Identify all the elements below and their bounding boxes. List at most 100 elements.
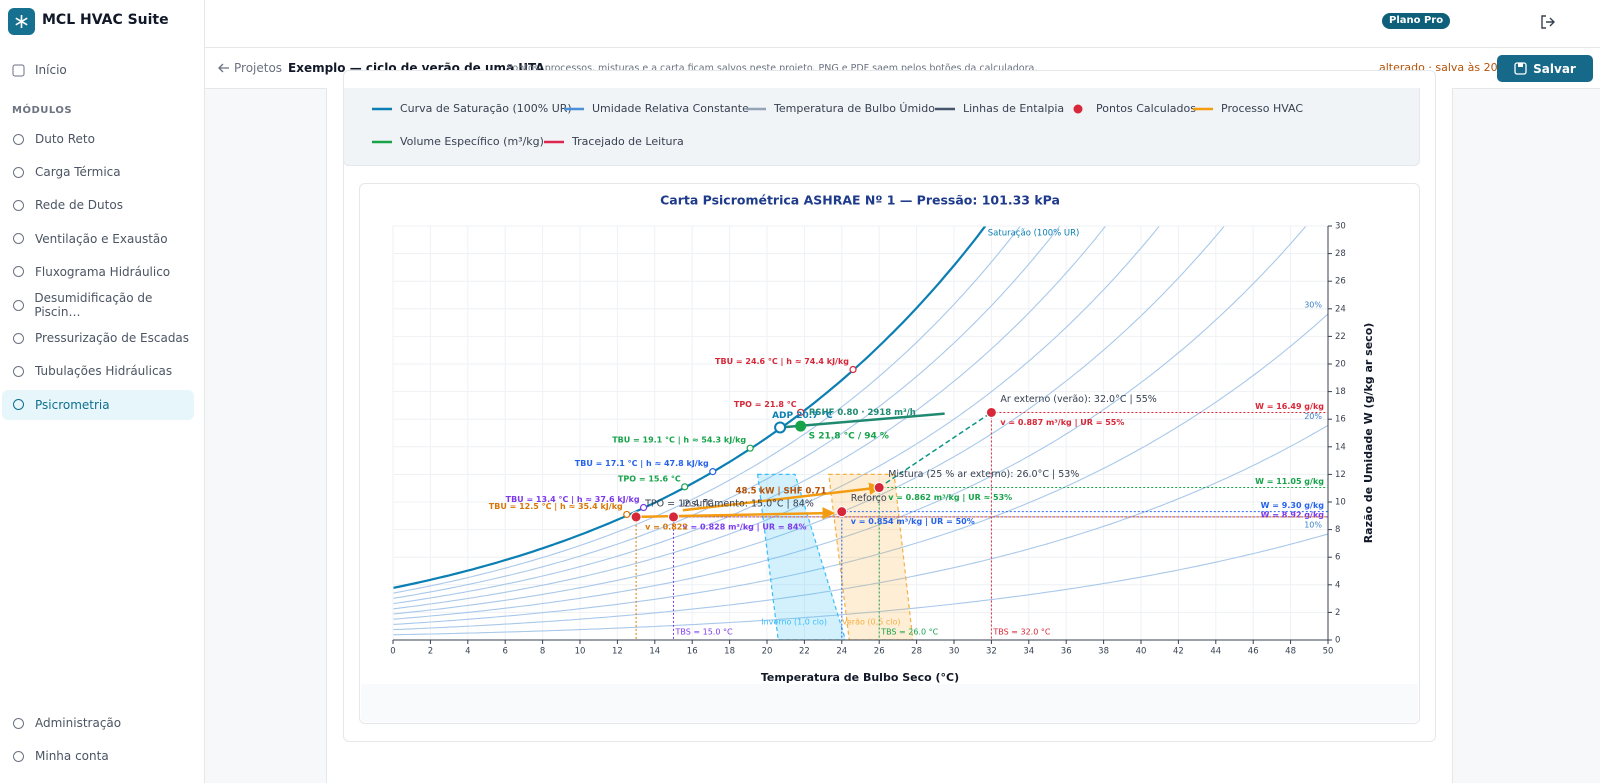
saturation-mark: [849, 365, 857, 374]
icon-shape: [13, 266, 24, 278]
zone-label: Inverno (1,0 clo): [761, 618, 827, 627]
nav-item[interactable]: Minha conta: [2, 741, 194, 771]
point-label: TPO = 12.4 °C: [644, 498, 714, 509]
back-arrow[interactable]: [218, 62, 230, 74]
nav-item[interactable]: Carga Térmica: [2, 157, 194, 187]
icon-shape: [13, 365, 24, 377]
rh-curve: [393, 226, 1107, 605]
icon: [13, 750, 24, 762]
nav-label: Carga Térmica: [35, 165, 121, 180]
x-tick-label: 30: [949, 647, 960, 657]
saturation-mark: [681, 483, 689, 491]
save-icon: [1514, 62, 1527, 75]
calculated-point: [873, 482, 885, 494]
x-tick-label: 50: [1323, 647, 1334, 657]
w-reading-label: W = 11.05 g/kg: [1255, 477, 1324, 486]
w-reading-label: W = 9.30 g/kg: [1261, 501, 1325, 510]
state-marker: [774, 421, 787, 434]
legend-swatch: [372, 140, 392, 143]
x-tick-label: 8: [540, 647, 545, 657]
nav-label: Administração: [35, 716, 122, 730]
nav-item[interactable]: Ventilação e Exaustão: [2, 224, 194, 254]
nav-home[interactable]: Início: [2, 55, 194, 85]
point-note: v = 0.822: [645, 522, 688, 531]
icon: [13, 332, 24, 344]
saturation-mark-label: TBU = 17.1 °C | h ≈ 47.8 kJ/kg: [575, 459, 709, 468]
saturation-mark: [623, 510, 631, 519]
nav-item[interactable]: Fluxograma Hidráulico: [2, 257, 194, 287]
nav-item[interactable]: Rede de Dutos: [2, 190, 194, 220]
nav-item[interactable]: Duto Reto: [2, 124, 194, 154]
w-reading-label: W = 8.92 g/kg: [1261, 510, 1325, 519]
x-tick-label: 14: [649, 647, 660, 657]
point-note: v = 0.862 m³/kg | UR ≈ 53%: [888, 493, 1012, 502]
legend-label: Pontos Calculados: [1096, 102, 1196, 115]
chart-footer: [361, 684, 1418, 722]
x-tick-label: 42: [1173, 647, 1184, 657]
point-label: Mistura (25 % ar externo): 26.0°C | 53%: [888, 469, 1079, 480]
nav-item[interactable]: Administração: [2, 708, 194, 738]
legend-label: Temperatura de Bulbo Úmido: [774, 102, 935, 115]
brand-glyph: [15, 15, 28, 28]
y-tick-label: 20: [1335, 360, 1346, 370]
sidebar: MCL HVAC Suite Início MÓDULOS Duto Reto C…: [0, 0, 205, 783]
icon: [13, 399, 24, 411]
rh-label: 10%: [1304, 521, 1322, 530]
process-line: [878, 411, 992, 489]
y-tick-label: 2: [1335, 608, 1340, 618]
saturation-mark-label: TPO = 21.8 °C: [734, 400, 797, 409]
save-button[interactable]: Salvar: [1497, 55, 1593, 82]
process-label: RSHF 0.80 · 2918 m³/h: [809, 408, 916, 418]
nav-label: Início: [35, 63, 67, 77]
icon: [13, 365, 24, 377]
nav-item[interactable]: Tubulações Hidráulicas: [2, 356, 194, 386]
x-tick-label: 24: [836, 647, 847, 657]
y-tick-label: 14: [1335, 442, 1346, 452]
x-tick-label: 20: [762, 647, 773, 657]
x-tick-label: 16: [687, 647, 698, 657]
point-note: v = 0.854 m³/kg | UR = 50%: [851, 517, 975, 526]
icon: [13, 233, 24, 245]
project-description: Pontos, processos, misturas e a carta fi…: [507, 63, 1038, 74]
logout-icon[interactable]: [1540, 14, 1556, 30]
legend-item: Processo HVAC: [1193, 102, 1303, 115]
nav-item[interactable]: Pressurização de Escadas: [2, 323, 194, 353]
nav-label: Duto Reto: [35, 132, 95, 146]
tbs-reading-label: TBS = 26.0 °C: [880, 628, 938, 637]
nav-label: Pressurização de Escadas: [35, 331, 190, 346]
icon-shape: [13, 299, 24, 311]
legend-swatch: [746, 107, 766, 110]
y-tick-label: 16: [1335, 415, 1346, 425]
x-axis-label: Temperatura de Bulbo Seco (°C): [761, 671, 959, 684]
x-tick-label: 40: [1136, 647, 1147, 657]
x-tick-label: 10: [575, 647, 586, 657]
comfort-zone: [756, 473, 847, 640]
back-link[interactable]: Projetos: [234, 61, 283, 75]
legend-swatch: [544, 140, 564, 143]
nav-item[interactable]: Psicrometria: [2, 389, 194, 420]
nav-label: Psicrometria: [35, 397, 110, 412]
nav-item[interactable]: Desumidificação de Piscin…: [2, 290, 194, 320]
legend-item: Linhas de Entalpia: [935, 102, 1064, 115]
rh-curve: [393, 226, 987, 589]
section-title: MÓDULOS: [12, 105, 73, 116]
rh-curve: [393, 226, 1225, 615]
zone-label: Verão (0,5 clo): [842, 618, 900, 627]
point-label: Ar externo (verão): 32.0°C | 55%: [1000, 394, 1156, 405]
brand: MCL HVAC Suite: [42, 12, 169, 28]
legend-dot: [1073, 104, 1083, 113]
x-tick-label: 46: [1248, 647, 1259, 657]
nav-label: Fluxograma Hidráulico: [35, 264, 171, 279]
icon-shape: [13, 750, 24, 762]
tbs-reading-label: TBS = 15.0 °C: [675, 628, 733, 637]
saturation-mark-label: TBU = 19.1 °C | h ≈ 54.3 kJ/kg: [612, 436, 746, 445]
legend-label: Linhas de Entalpia: [963, 102, 1065, 115]
legend-swatch: [372, 107, 392, 110]
legend-label: Processo HVAC: [1221, 102, 1304, 115]
legend-label: Umidade Relativa Constante: [592, 102, 749, 115]
x-tick-label: 28: [911, 647, 922, 657]
point-label: Reforço: [851, 493, 887, 504]
point-note: v = 0.828 m³/kg | UR = 84%: [683, 522, 807, 531]
w-reading-label: W = 16.49 g/kg: [1255, 402, 1324, 411]
